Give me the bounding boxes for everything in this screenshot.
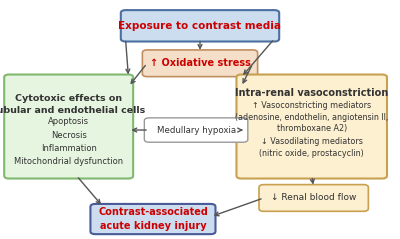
- FancyBboxPatch shape: [90, 204, 216, 234]
- Text: Cytotoxic effects on
tubular and endothelial cells: Cytotoxic effects on tubular and endothe…: [0, 94, 145, 115]
- Text: Medullary hypoxia: Medullary hypoxia: [156, 125, 236, 135]
- Text: ↑ Oxidative stress: ↑ Oxidative stress: [150, 58, 250, 68]
- Text: ↑ Vasoconstricting mediators
(adenosine, endothelin, angiotensin II,
thromboxane: ↑ Vasoconstricting mediators (adenosine,…: [235, 101, 388, 133]
- Text: ↓ Renal blood flow: ↓ Renal blood flow: [271, 193, 356, 202]
- FancyBboxPatch shape: [236, 75, 387, 179]
- FancyBboxPatch shape: [144, 118, 248, 142]
- FancyBboxPatch shape: [259, 185, 368, 211]
- Text: Apoptosis
Necrosis
Inflammation
Mitochondrial dysfunction: Apoptosis Necrosis Inflammation Mitochon…: [14, 117, 123, 166]
- Text: ↓ Vasodilating mediators
(nitric oxide, prostacyclin): ↓ Vasodilating mediators (nitric oxide, …: [259, 137, 364, 158]
- FancyBboxPatch shape: [4, 75, 133, 179]
- Text: Intra-renal vasoconstriction: Intra-renal vasoconstriction: [235, 87, 388, 98]
- Text: Exposure to contrast media: Exposure to contrast media: [118, 21, 282, 31]
- FancyBboxPatch shape: [142, 50, 258, 77]
- FancyBboxPatch shape: [121, 10, 279, 42]
- Text: Contrast-associated
acute kidney injury: Contrast-associated acute kidney injury: [98, 207, 208, 231]
